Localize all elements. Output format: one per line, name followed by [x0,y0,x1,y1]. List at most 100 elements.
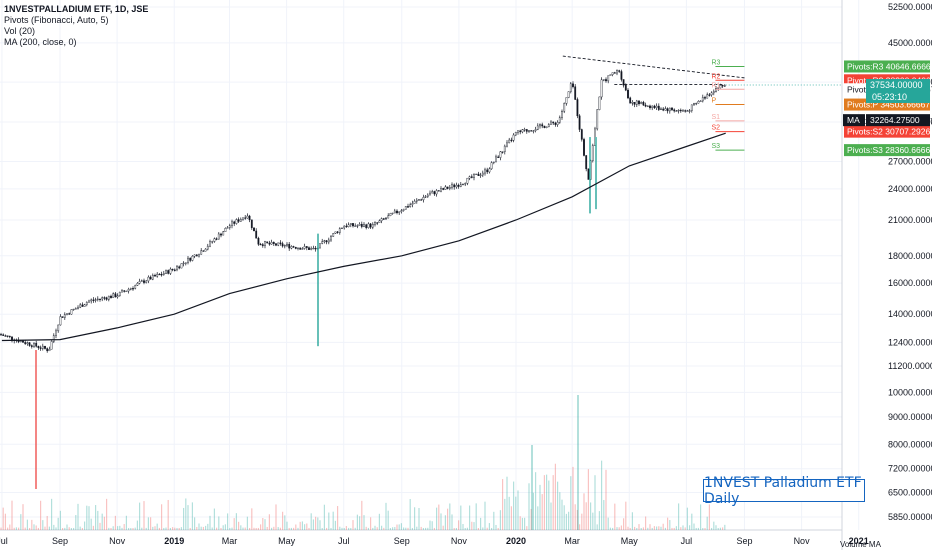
volume-bar [689,525,691,530]
trendline [562,55,745,79]
candle [184,262,187,264]
volume-bar [345,526,347,530]
candle [644,104,647,107]
candle [699,100,702,102]
volume-bar [601,460,603,530]
ma-tag-label-bg [843,114,865,127]
pivot-tag-s3: Pivots:S3 28360.66667 [844,144,932,157]
candle [92,299,95,301]
candle [433,191,436,195]
candle [580,129,583,140]
volume-bar [383,527,385,530]
volume-bar [669,520,671,530]
volume-bar [301,521,303,530]
candle [442,188,445,190]
candle [473,174,475,178]
candle [22,340,24,343]
pivot-tag-background [844,144,930,157]
volume-bar [246,516,248,530]
volume-bar [97,510,99,530]
volume-bar [559,492,561,530]
candle [389,213,392,216]
candle [598,96,601,110]
candle [602,79,605,81]
candle [222,231,225,236]
volume-bar [231,527,233,530]
candle [708,94,711,96]
candle [607,75,610,82]
candle [301,248,304,250]
volume-indicator-label[interactable]: Vol (20) [4,26,36,36]
volume-bar [585,502,587,530]
candle [620,71,623,80]
candle [30,345,33,347]
candle [327,239,330,243]
ma-indicator-label[interactable]: MA (200, close, 0) [4,37,77,47]
pivot-tag-text: Pivots:P 34503.66667 [847,100,930,110]
x-tick-label: 2019 [164,536,184,546]
pivot-tag-text: Pivots:S3 28360.66667 [847,145,932,155]
volume-bar [574,504,576,530]
candle [154,275,156,277]
volume-bar [473,522,475,530]
volume-bar [40,500,42,530]
chart-caption: 1NVEST Palladium ETF Daily [703,475,865,507]
volume-bar [629,527,631,530]
candle [24,342,27,344]
candle [224,228,227,232]
volume-bar [57,517,59,530]
volume-bar [341,527,343,530]
volume-bar [18,527,20,530]
candle [633,102,636,105]
candle [567,91,570,98]
pivots-indicator-label[interactable]: Pivots (Fibonacci, Auto, 5) [4,15,109,25]
candle [231,221,233,226]
candle [468,176,471,179]
candle [250,219,253,228]
volume-bar [114,515,116,530]
symbol-title[interactable]: 1NVESTPALLADIUM ETF, 1D, JSE [4,4,149,14]
candle [640,102,643,105]
volume-bar [376,527,378,530]
candle [275,243,277,246]
y-tick-label: 12400.00000 [888,337,932,347]
volume-bar [220,527,222,530]
volume-bar [535,472,537,530]
x-tick-label: Nov [451,536,468,546]
volume-bars [0,395,726,530]
volume-bar [706,516,708,530]
candle [666,108,669,112]
candle [125,290,128,292]
candle [8,335,11,338]
volume-bar [176,527,178,530]
volume-bar [275,504,277,530]
candle [704,97,706,99]
volume-bar [79,526,81,530]
candle [563,103,566,112]
candle [266,241,269,244]
candle [499,151,502,158]
candle [682,110,684,112]
volume-bar [418,507,420,530]
volume-bar [352,520,354,530]
volume-bar [530,508,532,530]
candle [319,243,321,249]
candle [376,222,379,224]
volume-bar [273,526,275,530]
volume-bar [251,508,253,530]
candle [360,223,363,227]
candle [112,293,115,298]
candle [657,105,660,110]
candle [675,110,678,112]
candle [242,217,244,220]
y-tick-label: 14000.00000 [888,309,932,319]
volume-bar [211,527,213,530]
volume-bar [2,507,4,530]
y-tick-label: 7200.00000 [888,464,932,474]
candle [517,130,519,133]
volume-bar [64,527,66,530]
volume-bar [462,524,464,530]
volume-bar [526,526,528,530]
candle [382,218,385,220]
